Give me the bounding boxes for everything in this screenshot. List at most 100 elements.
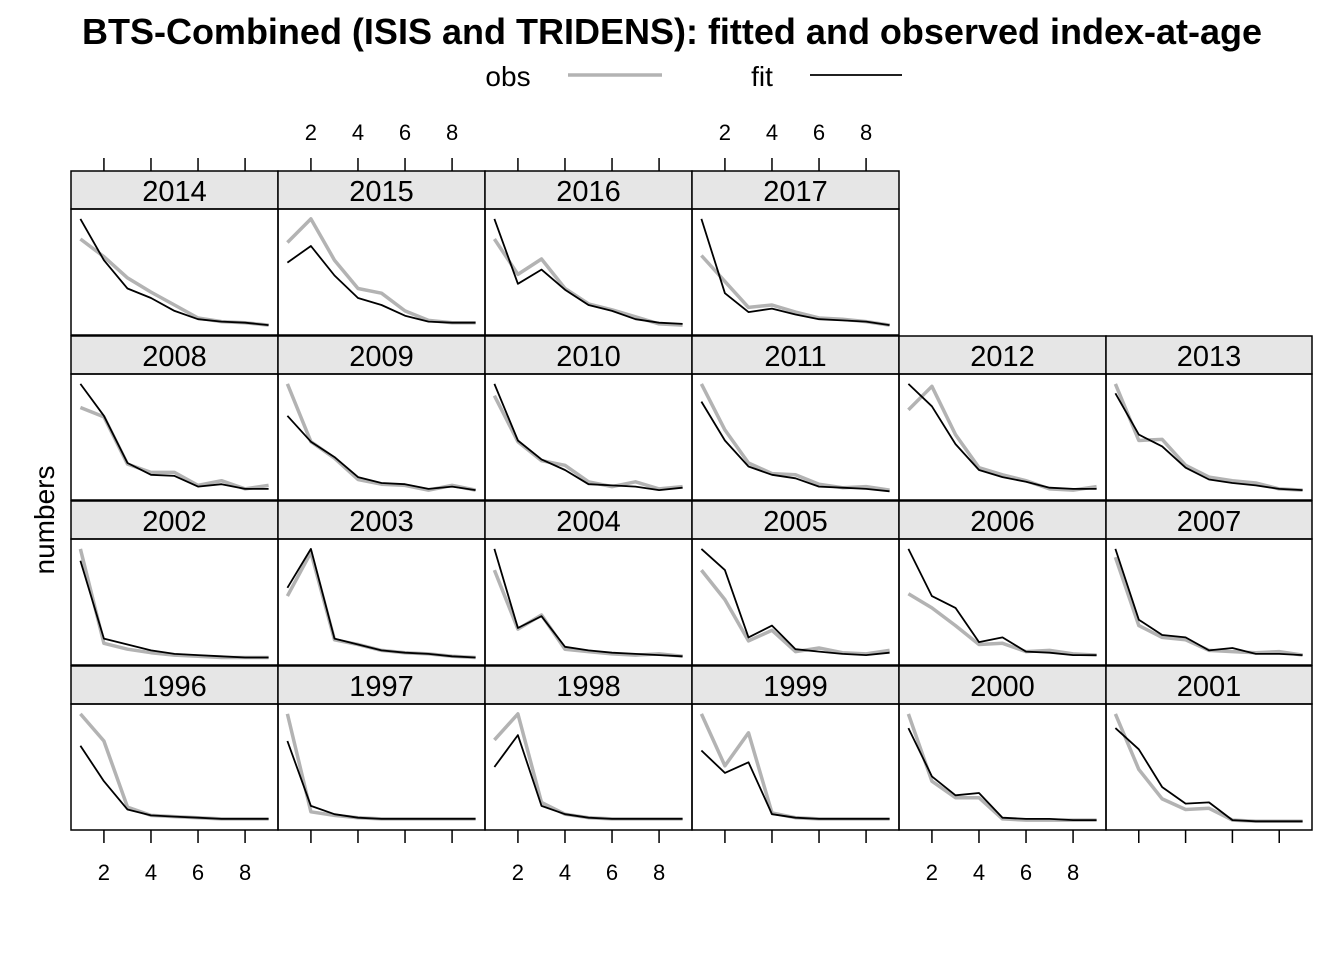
top-tick-label: 8 xyxy=(446,120,458,145)
strip-label-2012: 2012 xyxy=(970,341,1035,373)
panel-frame-2000 xyxy=(898,703,1107,831)
bottom-tick-label: 8 xyxy=(239,860,251,885)
panel-2011: 2011 xyxy=(691,335,900,501)
series-fit-2002 xyxy=(79,560,269,659)
bottom-tick-label: 4 xyxy=(973,860,985,885)
series-obs-2006 xyxy=(907,592,1097,657)
bottom-tick-label: 2 xyxy=(98,860,110,885)
top-tick-label: 2 xyxy=(305,120,317,145)
series-fit-1997 xyxy=(286,740,476,820)
bottom-tick-label: 6 xyxy=(1020,860,1032,885)
series-obs-2000 xyxy=(906,713,1097,822)
series-obs-2005 xyxy=(700,569,890,656)
strip-label-2001: 2001 xyxy=(1177,671,1242,703)
strip-2007 xyxy=(1105,500,1313,540)
top-tick-label: 6 xyxy=(813,120,825,145)
series-fit-2004 xyxy=(493,548,683,658)
panel-2012: 2012 xyxy=(898,335,1107,501)
strip-label-1997: 1997 xyxy=(349,671,414,703)
strip-label-2014: 2014 xyxy=(142,176,207,208)
series-obs-2010 xyxy=(492,394,683,491)
panel-frame-2007 xyxy=(1105,538,1313,666)
strip-2015 xyxy=(277,170,486,210)
strip-2016 xyxy=(484,170,693,210)
panels-layer: 2014 2015 2016 2017 2008 2009 2010 2011 2012 2013… xyxy=(70,170,1313,831)
panel-2009: 2009 xyxy=(277,335,486,501)
series-obs-2009 xyxy=(285,383,476,492)
strip-2003 xyxy=(277,500,486,540)
strip-label-1996: 1996 xyxy=(142,671,207,703)
series-fit-1996 xyxy=(79,745,269,820)
panel-2017: 2017 xyxy=(691,170,900,336)
strip-2013 xyxy=(1105,335,1313,375)
series-obs-2012 xyxy=(907,384,1097,492)
panel-2016: 2016 xyxy=(484,170,693,336)
chart-title: BTS-Combined (ISIS and TRIDENS): fitted … xyxy=(82,11,1262,52)
panel-frame-2017 xyxy=(691,208,900,336)
strip-2008 xyxy=(70,335,279,375)
panel-2004: 2004 xyxy=(484,500,693,666)
bottom-tick-label: 2 xyxy=(926,860,938,885)
strip-label-2008: 2008 xyxy=(142,341,207,373)
panel-1998: 1998 xyxy=(484,665,693,831)
strip-label-2010: 2010 xyxy=(556,341,621,373)
panel-frame-2006 xyxy=(898,538,1107,666)
strip-2001 xyxy=(1105,665,1313,705)
series-obs-1998 xyxy=(493,712,683,821)
series-obs-2015 xyxy=(286,217,476,325)
series-fit-1999 xyxy=(700,749,890,820)
strip-label-2017: 2017 xyxy=(763,176,828,208)
bottom-tick-label: 4 xyxy=(559,860,571,885)
panel-frame-2004 xyxy=(484,538,693,666)
top-tick-label: 4 xyxy=(766,120,778,145)
panel-frame-1996 xyxy=(70,703,279,831)
panel-2007: 2007 xyxy=(1105,500,1313,666)
series-fit-2001 xyxy=(1114,727,1303,823)
panel-2006: 2006 xyxy=(898,500,1107,666)
strip-label-2000: 2000 xyxy=(970,671,1035,703)
panel-2000: 2000 xyxy=(898,665,1107,831)
series-obs-2001 xyxy=(1113,713,1303,824)
panel-frame-2001 xyxy=(1105,703,1313,831)
panel-frame-2013 xyxy=(1105,373,1313,501)
strip-label-2005: 2005 xyxy=(763,506,828,538)
panel-2014: 2014 xyxy=(70,170,279,336)
series-fit-2010 xyxy=(493,383,683,492)
series-fit-2013 xyxy=(1114,392,1303,491)
panel-1997: 1997 xyxy=(277,665,486,831)
strip-label-2003: 2003 xyxy=(349,506,414,538)
panel-frame-2015 xyxy=(277,208,486,336)
panel-2010: 2010 xyxy=(484,335,693,501)
series-fit-2014 xyxy=(79,218,269,326)
panel-2015: 2015 xyxy=(277,170,486,336)
bottom-tick-label: 6 xyxy=(192,860,204,885)
series-obs-2016 xyxy=(492,238,683,327)
top-tick-label: 2 xyxy=(719,120,731,145)
strip-label-2002: 2002 xyxy=(142,506,207,538)
legend: obs fit xyxy=(485,61,902,92)
strip-label-2009: 2009 xyxy=(349,341,414,373)
panel-2001: 2001 xyxy=(1105,665,1313,831)
strip-label-2013: 2013 xyxy=(1177,341,1242,373)
strip-label-2007: 2007 xyxy=(1177,506,1242,538)
series-fit-2015 xyxy=(286,245,476,324)
strip-label-2016: 2016 xyxy=(556,176,621,208)
series-obs-1997 xyxy=(285,713,476,821)
panel-frame-2005 xyxy=(691,538,900,666)
series-fit-2008 xyxy=(79,383,269,490)
panel-1996: 1996 xyxy=(70,665,279,831)
series-obs-2004 xyxy=(492,569,683,659)
panel-frame-2008 xyxy=(70,373,279,501)
top-tick-label: 4 xyxy=(352,120,364,145)
y-axis-label: numbers xyxy=(29,466,60,575)
series-obs-1999 xyxy=(699,713,890,821)
legend-label-obs: obs xyxy=(485,61,530,92)
panel-frame-1998 xyxy=(484,703,693,831)
panel-frame-2002 xyxy=(70,538,279,666)
series-fit-2009 xyxy=(286,415,476,491)
series-fit-2012 xyxy=(907,383,1097,490)
panel-1999: 1999 xyxy=(691,665,900,831)
series-fit-2006 xyxy=(907,548,1097,656)
strip-2002 xyxy=(70,500,279,540)
